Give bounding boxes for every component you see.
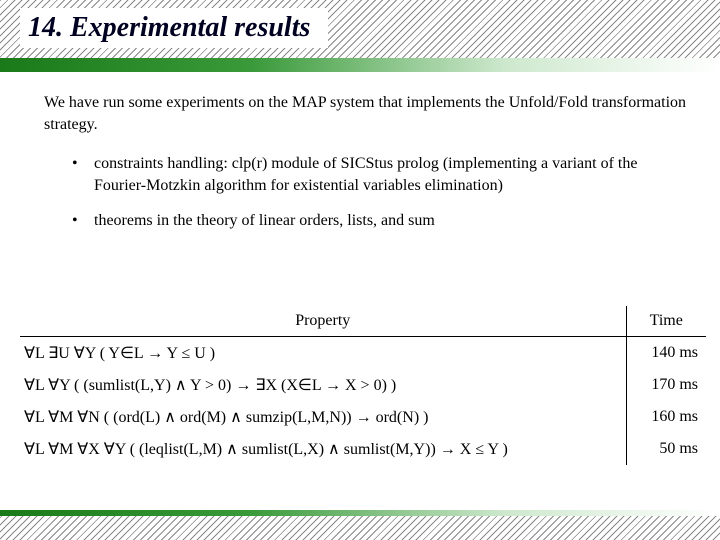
results-table: Property Time ∀L ∃U ∀Y ( Y∈L → Y ≤ U ) 1… (20, 306, 706, 465)
title-container: 14. Experimental results (20, 8, 328, 48)
time-cell: 170 ms (626, 369, 706, 401)
bullet-item: theorems in the theory of linear orders,… (72, 210, 690, 232)
header-time: Time (626, 306, 706, 337)
results-table-container: Property Time ∀L ∃U ∀Y ( Y∈L → Y ≤ U ) 1… (20, 306, 706, 465)
table-row: ∀L ∀M ∀N ( (ord(L) ∧ ord(M) ∧ sumzip(L,M… (20, 401, 706, 433)
bottom-green-bar (0, 510, 720, 516)
bullet-item: constraints handling: clp(r) module of S… (72, 153, 690, 196)
content-area: We have run some experiments on the MAP … (44, 92, 690, 246)
table-row: ∀L ∃U ∀Y ( Y∈L → Y ≤ U ) 140 ms (20, 337, 706, 370)
time-cell: 140 ms (626, 337, 706, 370)
property-cell: ∀L ∀Y ( (sumlist(L,Y) ∧ Y > 0) → ∃X (X∈L… (20, 369, 626, 401)
header-property: Property (20, 306, 626, 337)
table-row: ∀L ∀Y ( (sumlist(L,Y) ∧ Y > 0) → ∃X (X∈L… (20, 369, 706, 401)
time-cell: 160 ms (626, 401, 706, 433)
time-cell: 50 ms (626, 433, 706, 465)
slide-title: 14. Experimental results (28, 12, 310, 44)
bullet-list: constraints handling: clp(r) module of S… (72, 153, 690, 232)
property-cell: ∀L ∃U ∀Y ( Y∈L → Y ≤ U ) (20, 337, 626, 370)
property-cell: ∀L ∀M ∀X ∀Y ( (leqlist(L,M) ∧ sumlist(L,… (20, 433, 626, 465)
intro-text: We have run some experiments on the MAP … (44, 92, 690, 135)
top-green-bar (0, 58, 720, 72)
table-row: ∀L ∀M ∀X ∀Y ( (leqlist(L,M) ∧ sumlist(L,… (20, 433, 706, 465)
property-cell: ∀L ∀M ∀N ( (ord(L) ∧ ord(M) ∧ sumzip(L,M… (20, 401, 626, 433)
